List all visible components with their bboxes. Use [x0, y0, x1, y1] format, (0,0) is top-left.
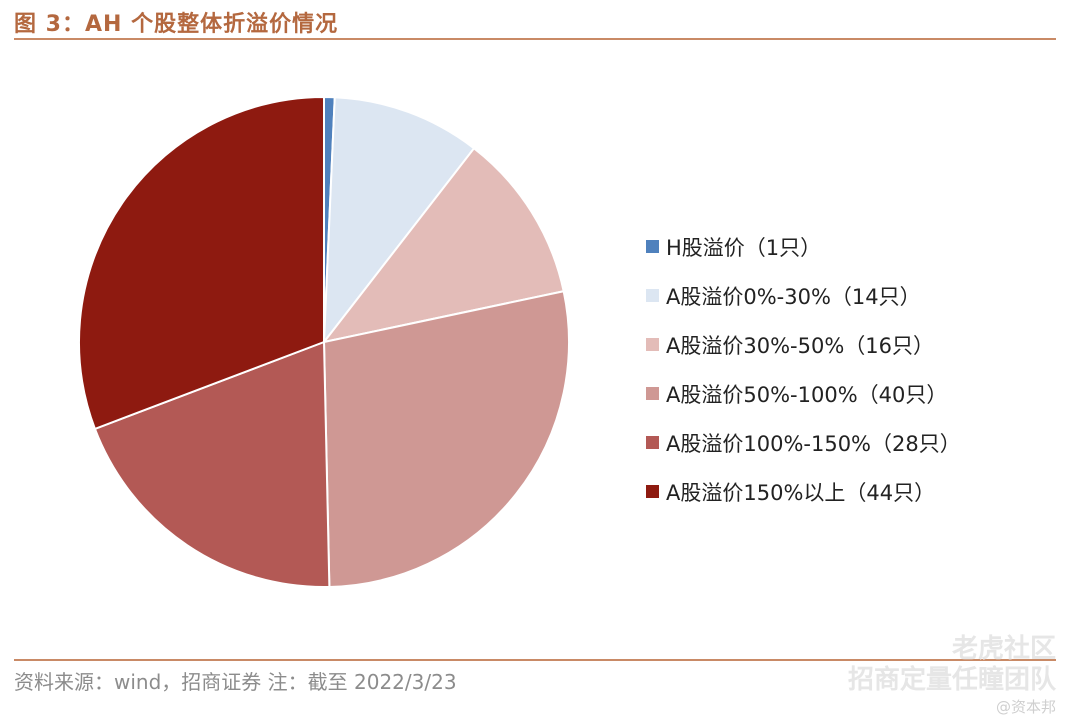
pie-slice-4 — [322, 290, 570, 588]
legend-item-5: A股溢价100%-150%（28只） — [646, 418, 961, 467]
legend-label: A股溢价30%-50%（16只） — [666, 333, 935, 358]
pie-slice-3 — [321, 146, 565, 344]
pie-slice-2 — [322, 96, 476, 346]
legend-item-2: A股溢价0%-30%（14只） — [646, 271, 961, 320]
legend-label: A股溢价100%-150%（28只） — [666, 431, 961, 456]
chart-legend: H股溢价（1只） A股溢价0%-30%（14只） A股溢价30%-50%（16只） A… — [646, 222, 961, 516]
legend-item-3: A股溢价30%-50%（16只） — [646, 320, 961, 369]
legend-swatch — [646, 485, 659, 498]
legend-swatch — [646, 436, 659, 449]
legend-label: H股溢价（1只） — [666, 235, 822, 260]
figure-title: 图 3：AH 个股整体折溢价情况 — [14, 12, 339, 37]
legend-label: A股溢价0%-30%（14只） — [666, 284, 921, 309]
pie-slice-5 — [93, 340, 331, 588]
legend-swatch — [646, 240, 659, 253]
legend-swatch — [646, 387, 659, 400]
legend-item-4: A股溢价50%-100%（40只） — [646, 369, 961, 418]
legend-label: A股溢价150%以上（44只） — [666, 480, 936, 505]
legend-label: A股溢价50%-100%（40只） — [666, 382, 948, 407]
legend-item-6: A股溢价150%以上（44只） — [646, 467, 961, 516]
pie-slice-6 — [77, 95, 325, 431]
top-divider — [14, 38, 1056, 40]
legend-item-1: H股溢价（1只） — [646, 222, 961, 271]
bottom-divider — [14, 659, 1056, 661]
source-note: 资料来源：wind，招商证券 注：截至 2022/3/23 — [14, 670, 457, 694]
legend-swatch — [646, 338, 659, 351]
legend-swatch — [646, 289, 659, 302]
